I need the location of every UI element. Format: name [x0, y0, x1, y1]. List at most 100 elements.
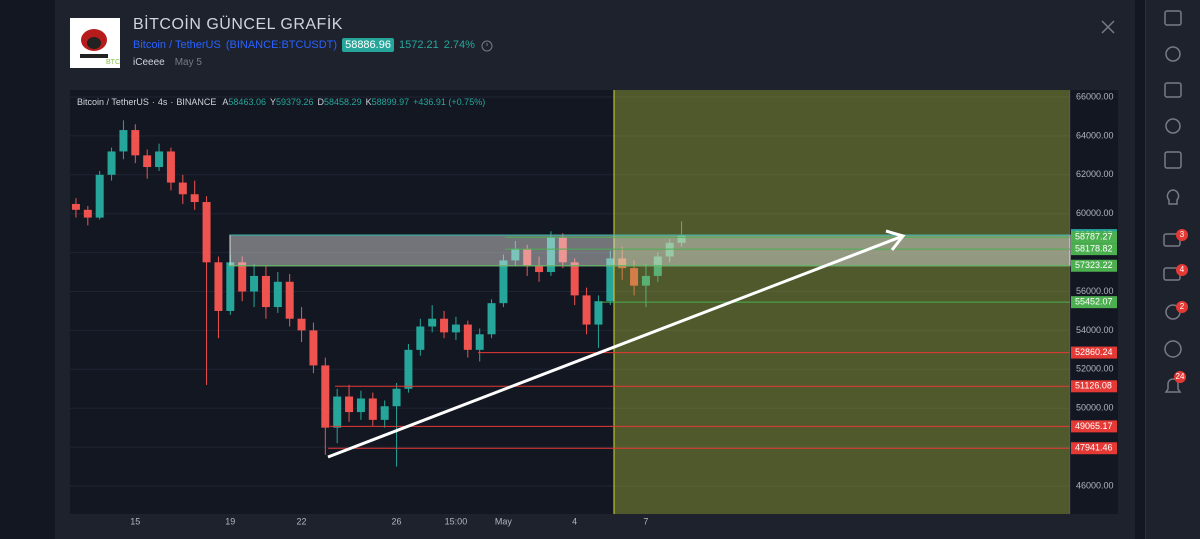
legend-change: +436.91 (+0.75%) [413, 97, 485, 107]
ticker[interactable]: (BINANCE:BTCUSDT) [225, 39, 338, 51]
candle-body [119, 130, 128, 152]
y-tick-label: 60000.00 [1076, 208, 1114, 218]
idea-title: BİTCOİN GÜNCEL GRAFİK [133, 16, 343, 33]
y-tick-label: 66000.00 [1076, 91, 1114, 101]
candle-body [570, 262, 579, 296]
x-tick-label: 7 [643, 516, 648, 526]
candle-body [511, 248, 520, 261]
level-label-box [1071, 296, 1117, 309]
candle-body [558, 237, 567, 263]
level-label-box [1071, 259, 1117, 272]
legend-ohlc-label: D [318, 97, 325, 107]
x-tick-label: 26 [392, 516, 402, 526]
candle-body [143, 155, 152, 168]
candle-body [178, 182, 187, 195]
candle-body [392, 388, 401, 407]
trend-arrow [327, 229, 906, 459]
candle-body [380, 406, 389, 420]
y-tick-label: 46000.00 [1076, 480, 1114, 490]
chart-legend: Bitcoin / TetherUS · 4s · BINANCE A58463.06 Y5… [77, 97, 485, 107]
x-tick-label: 19 [225, 516, 235, 526]
candle-body [487, 303, 496, 335]
left-strip [0, 0, 55, 539]
candle-body [677, 235, 686, 243]
x-tick-label: 22 [297, 516, 307, 526]
symbol-link[interactable]: Bitcoin / TetherUS [133, 39, 221, 51]
right-sidebar [1145, 0, 1200, 539]
author[interactable]: iCeeee [133, 57, 165, 68]
candle-body [250, 275, 259, 292]
candle-body [155, 151, 164, 168]
notification-badge: 2 [1176, 301, 1188, 313]
symbol-line: Bitcoin / TetherUS (BINANCE:BTCUSDT) 588… [133, 38, 494, 52]
separator: · [170, 97, 173, 107]
candle-body [475, 334, 484, 350]
x-tick-label: May [495, 516, 513, 526]
candle-body [463, 324, 472, 350]
legend-symbol: Bitcoin / TetherUS [77, 97, 149, 107]
price-change-percent: 2.74% [443, 39, 475, 51]
sidebar-icons[interactable] [1146, 0, 1200, 420]
level-label: 58787.27 [1075, 232, 1113, 242]
legend-ohlc-label: A [222, 97, 228, 107]
candle-body [226, 262, 235, 311]
candle-body [321, 365, 330, 428]
level-label: 52860.24 [1075, 347, 1113, 357]
level-label-box [1071, 346, 1117, 359]
y-tick-label: 52000.00 [1076, 364, 1114, 374]
level-label-box [1071, 442, 1117, 455]
level-label: 58178.82 [1075, 243, 1113, 253]
alarm-icon[interactable] [480, 38, 494, 52]
candle-body [546, 237, 555, 273]
legend-interval: 4s [158, 97, 168, 107]
candle-body [499, 260, 508, 304]
author-line: iCeeee May 5 [133, 57, 202, 68]
y-tick-label: 54000.00 [1076, 325, 1114, 335]
notification-badge: 4 [1176, 264, 1188, 276]
legend-ohlc-label: K [366, 97, 372, 107]
candle-body [190, 194, 199, 203]
x-tick-label: 15 [130, 516, 140, 526]
price-badge: 58886.96 [342, 38, 394, 52]
candle-body [535, 266, 544, 273]
candle-body [333, 396, 342, 428]
author-logo: BTC [70, 18, 120, 68]
level-label: 51126.08 [1075, 381, 1112, 391]
candle-body [523, 248, 532, 267]
candle-body [451, 324, 460, 333]
candle-body [356, 398, 365, 413]
y-tick-label: 64000.00 [1076, 130, 1114, 140]
zone-box [229, 234, 1071, 267]
close-button[interactable] [1100, 19, 1116, 35]
candle-body [368, 398, 377, 420]
publish-date: May 5 [174, 57, 202, 68]
candle-body [71, 203, 80, 210]
candle-body [404, 349, 413, 389]
candle-body [440, 318, 449, 333]
candle-body [107, 151, 116, 175]
candle-body [131, 130, 140, 156]
candle-body [285, 281, 294, 319]
level-label: 57323.22 [1075, 260, 1113, 270]
level-label-box [1071, 243, 1117, 256]
legend-ohlc-label: Y [270, 97, 276, 107]
legend-exchange: BINANCE [176, 97, 216, 107]
chart: 46000.0048000.0050000.0052000.0054000.00… [70, 90, 1118, 526]
legend-ohlc-value: 58463.06 [228, 97, 266, 107]
candle-body [630, 268, 639, 286]
candle-body [273, 281, 282, 308]
svg-text:BTC: BTC [106, 59, 120, 66]
x-tick-label: 4 [572, 516, 577, 526]
y-tick-label: 50000.00 [1076, 403, 1114, 413]
legend-ohlc-value: 59379.26 [276, 97, 314, 107]
candle-body [428, 318, 437, 327]
candle-body [606, 258, 615, 302]
x-tick-label: 15:00 [445, 516, 468, 526]
legend-ohlc-value: 58458.29 [324, 97, 362, 107]
y-tick-label: 56000.00 [1076, 286, 1114, 296]
candle-body [345, 396, 354, 413]
notification-badge: 24 [1174, 371, 1186, 383]
candle-body [594, 301, 603, 325]
